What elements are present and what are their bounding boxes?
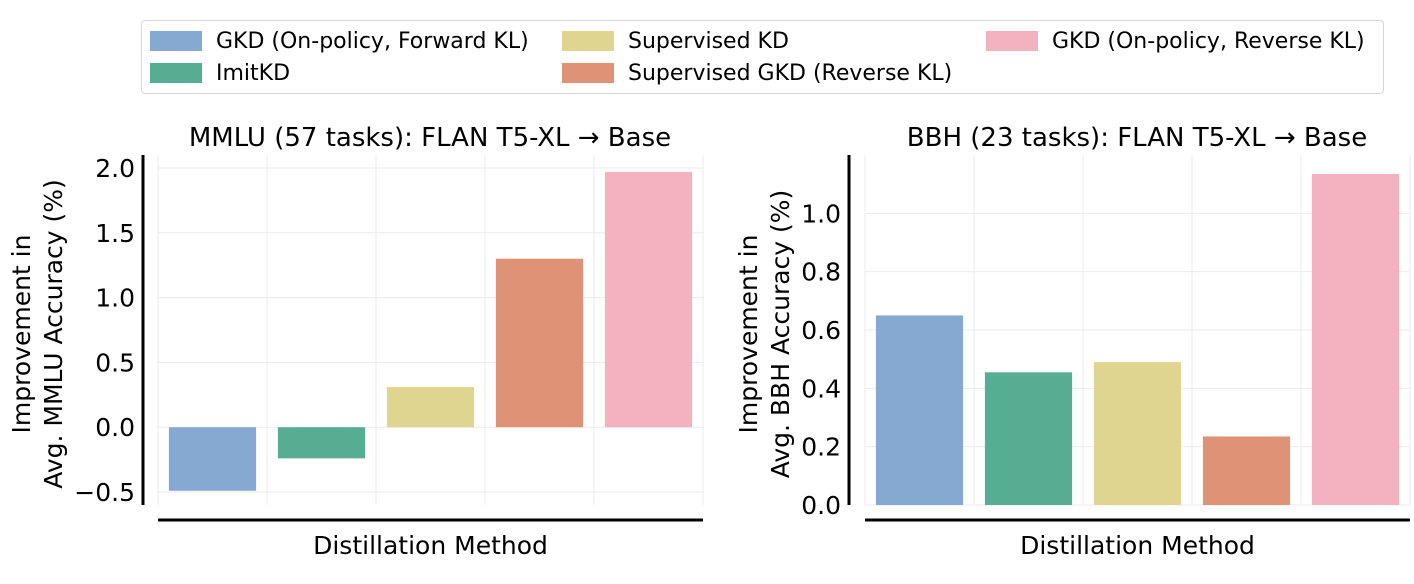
y-tick-label: 1.0 bbox=[801, 199, 841, 228]
x-axis-label: Distillation Method bbox=[1020, 531, 1255, 560]
y-tick-label: 2.0 bbox=[95, 154, 135, 183]
y-tick-label: −0.5 bbox=[74, 478, 135, 507]
bar bbox=[1202, 436, 1291, 505]
legend-item: GKD (On-policy, Forward KL) bbox=[150, 26, 529, 56]
legend-item: ImitKD bbox=[150, 58, 290, 88]
y-tick-label: 1.5 bbox=[95, 219, 135, 248]
bar bbox=[168, 427, 257, 491]
y-tick-label: 0.6 bbox=[801, 316, 841, 345]
legend-item: Supervised GKD (Reverse KL) bbox=[562, 58, 952, 88]
legend-label: GKD (On-policy, Forward KL) bbox=[216, 28, 529, 54]
legend-swatch bbox=[562, 63, 614, 83]
x-axis-label: Distillation Method bbox=[313, 531, 548, 560]
legend: GKD (On-policy, Forward KL) ImitKD Supervi… bbox=[141, 20, 1384, 94]
legend-swatch bbox=[562, 31, 614, 51]
y-axis-label: Avg. BBH Accuracy (%) bbox=[766, 190, 795, 479]
bar bbox=[984, 372, 1073, 505]
chart-title: MMLU (57 tasks): FLAN T5-XL → Base bbox=[189, 123, 671, 153]
legend-swatch bbox=[150, 63, 202, 83]
bar bbox=[277, 427, 366, 459]
bar bbox=[604, 171, 693, 428]
bar bbox=[1311, 173, 1400, 506]
y-axis-label: Improvement in bbox=[7, 235, 36, 434]
legend-item: Supervised KD bbox=[562, 26, 789, 56]
legend-label: GKD (On-policy, Reverse KL) bbox=[1052, 28, 1365, 54]
bar bbox=[1093, 362, 1182, 505]
bar bbox=[875, 315, 964, 505]
y-axis-label: Avg. MMLU Accuracy (%) bbox=[39, 179, 68, 489]
legend-label: Supervised KD bbox=[628, 28, 789, 54]
bar bbox=[386, 387, 475, 428]
y-tick-label: 0.8 bbox=[801, 258, 841, 287]
y-tick-label: 0.5 bbox=[95, 348, 135, 377]
y-tick-label: 0.4 bbox=[801, 374, 841, 403]
legend-swatch bbox=[150, 31, 202, 51]
y-tick-label: 1.0 bbox=[95, 284, 135, 313]
legend-swatch bbox=[986, 31, 1038, 51]
bar bbox=[495, 258, 584, 428]
legend-label: Supervised GKD (Reverse KL) bbox=[628, 60, 953, 86]
legend-item: GKD (On-policy, Reverse KL) bbox=[986, 26, 1365, 56]
chart-title: BBH (23 tasks): FLAN T5-XL → Base bbox=[907, 123, 1367, 153]
y-tick-label: 0.0 bbox=[95, 413, 135, 442]
y-tick-label: 0.0 bbox=[801, 491, 841, 520]
y-axis-label: Improvement in bbox=[734, 235, 763, 434]
legend-label: ImitKD bbox=[216, 60, 291, 86]
y-tick-label: 0.2 bbox=[801, 433, 841, 462]
